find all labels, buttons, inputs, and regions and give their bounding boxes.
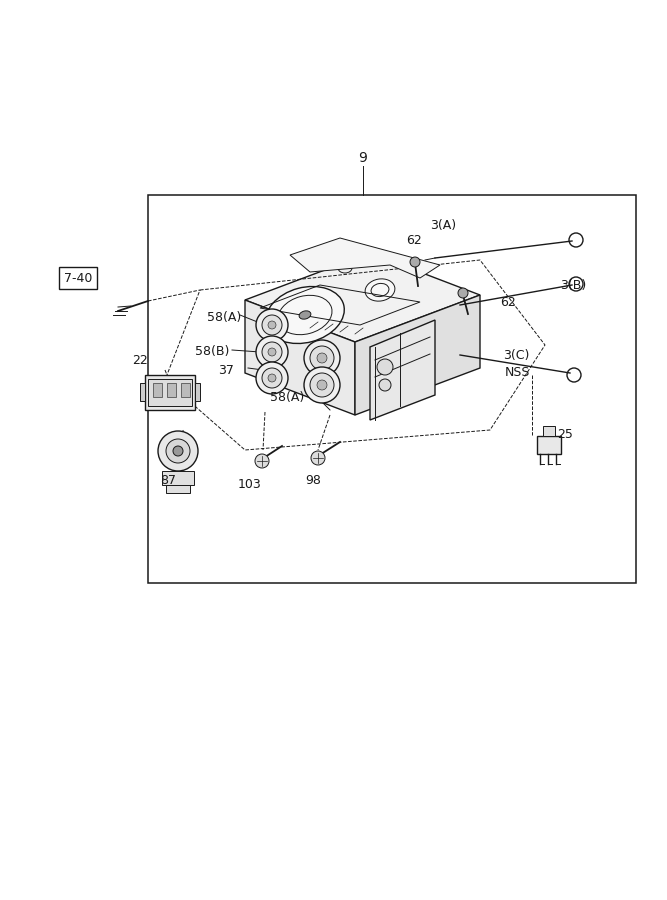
Ellipse shape: [355, 259, 365, 266]
Bar: [148, 195, 636, 583]
Bar: [162, 471, 194, 485]
Circle shape: [458, 288, 468, 298]
Bar: [537, 436, 561, 454]
Circle shape: [268, 321, 276, 329]
Polygon shape: [355, 295, 480, 415]
Text: NSS: NSS: [505, 366, 530, 380]
Text: 22: 22: [132, 354, 148, 366]
Bar: [543, 426, 555, 436]
Text: 7-40: 7-40: [64, 272, 92, 284]
Circle shape: [311, 451, 325, 465]
Circle shape: [410, 257, 420, 267]
Ellipse shape: [299, 310, 311, 320]
Text: 3(B): 3(B): [560, 278, 586, 292]
Bar: [148, 379, 192, 406]
Bar: [181, 383, 190, 397]
Ellipse shape: [338, 263, 352, 273]
Circle shape: [166, 439, 190, 463]
Text: 37: 37: [218, 364, 234, 376]
Bar: [140, 383, 145, 401]
Circle shape: [310, 346, 334, 370]
Circle shape: [262, 368, 282, 388]
Polygon shape: [245, 253, 480, 342]
Circle shape: [304, 340, 340, 376]
Circle shape: [268, 374, 276, 382]
Text: 103: 103: [238, 478, 261, 491]
Text: 87: 87: [160, 473, 176, 487]
Circle shape: [256, 309, 288, 341]
Bar: [153, 383, 162, 397]
Polygon shape: [245, 300, 355, 415]
Circle shape: [173, 446, 183, 456]
Circle shape: [268, 348, 276, 356]
Text: 62: 62: [406, 233, 422, 247]
Text: 58(B): 58(B): [195, 346, 229, 358]
Text: 58(A): 58(A): [270, 392, 304, 404]
Bar: [195, 383, 200, 401]
Polygon shape: [290, 238, 440, 278]
Circle shape: [317, 380, 327, 390]
Circle shape: [379, 379, 391, 391]
Bar: [166, 485, 190, 493]
Circle shape: [256, 336, 288, 368]
Bar: [167, 383, 176, 397]
Circle shape: [255, 454, 269, 468]
Ellipse shape: [265, 286, 344, 344]
Circle shape: [256, 362, 288, 394]
Text: 9: 9: [358, 151, 367, 165]
Circle shape: [310, 373, 334, 397]
Circle shape: [262, 315, 282, 335]
Ellipse shape: [365, 279, 395, 302]
Circle shape: [304, 367, 340, 403]
Text: 58(A): 58(A): [207, 311, 241, 325]
Text: 3(A): 3(A): [430, 219, 456, 231]
Circle shape: [317, 353, 327, 363]
Bar: [145, 375, 195, 410]
Text: 98: 98: [305, 473, 321, 487]
Text: 62: 62: [500, 296, 516, 310]
Polygon shape: [370, 320, 435, 420]
Circle shape: [158, 431, 198, 471]
Circle shape: [262, 342, 282, 362]
Text: 3(C): 3(C): [503, 348, 530, 362]
Text: 25: 25: [557, 428, 573, 442]
Circle shape: [377, 359, 393, 375]
